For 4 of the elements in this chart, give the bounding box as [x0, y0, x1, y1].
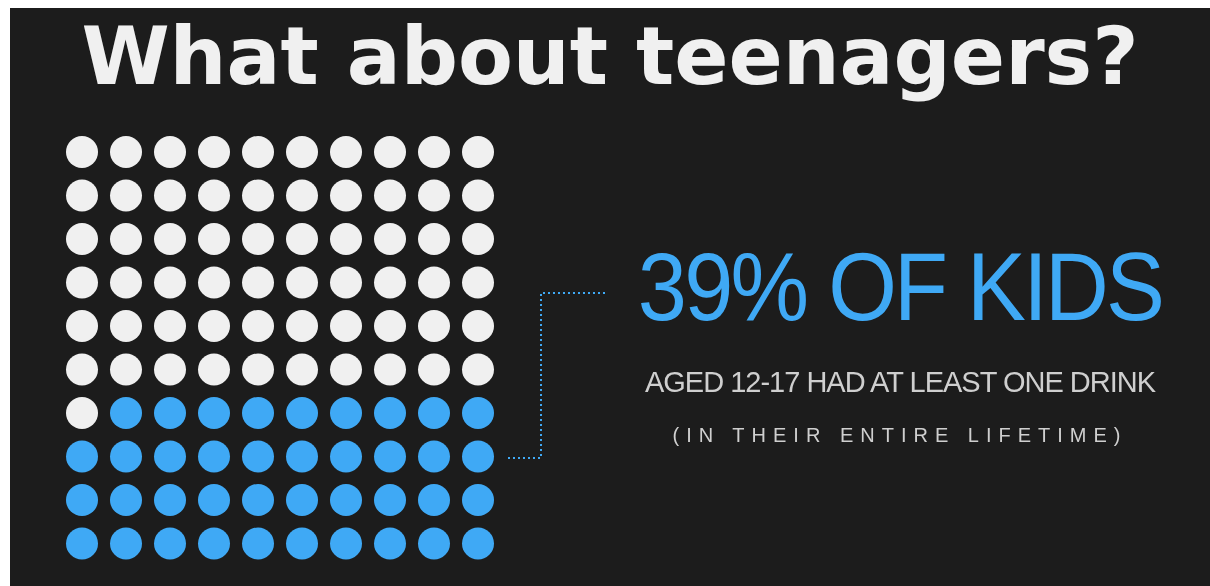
data-label: 39% OF KIDS	[636, 232, 1164, 342]
text: (IN THEIR ENTIRE LIFETIME)	[671, 424, 1129, 447]
text: AGED 12-17 HAD AT LEAST ONE DRINK	[643, 366, 1157, 399]
text: What about teenagers?	[80, 10, 1140, 103]
